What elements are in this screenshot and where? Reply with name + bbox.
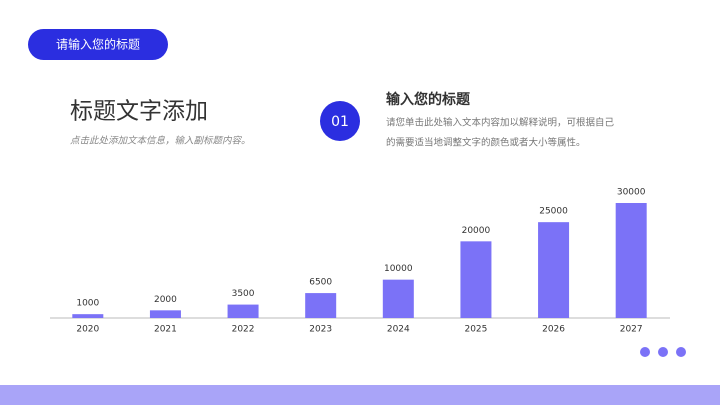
x-tick-label: 2027: [620, 325, 643, 335]
bar: [615, 203, 647, 318]
tag-text: 请输入您的标题: [56, 37, 140, 52]
body-line: 请您单击此处输入文本内容加以解释说明，可根据自己: [386, 117, 615, 129]
data-label: 2000: [154, 295, 177, 305]
subtitle: 点击此处添加文本信息，输入副标题内容。: [70, 135, 251, 147]
x-tick-label: 2022: [232, 325, 255, 335]
x-tick-label: 2023: [309, 325, 332, 335]
data-label: 1000: [76, 299, 99, 309]
x-tick-label: 2020: [76, 325, 99, 335]
bar: [460, 241, 492, 318]
bar: [227, 304, 259, 318]
x-tick-label: 2021: [154, 325, 177, 335]
x-tick-label: 2025: [464, 325, 487, 335]
title: 标题文字添加: [70, 99, 208, 125]
dot: [640, 347, 650, 357]
bar: [72, 314, 104, 318]
bar: [382, 279, 414, 318]
data-label: 6500: [309, 278, 332, 288]
bar: [305, 293, 337, 318]
dot: [676, 347, 686, 357]
x-tick-label: 2026: [542, 325, 565, 335]
body-line: 的需要适当地调整文字的颜色或者大小等属性。: [386, 137, 586, 149]
number: 01: [331, 114, 349, 130]
x-tick-label: 2024: [387, 325, 410, 335]
heading: 输入您的标题: [386, 91, 471, 108]
data-label: 30000: [617, 188, 646, 198]
bar: [538, 222, 570, 318]
dot: [658, 347, 668, 357]
bar: [149, 310, 181, 318]
data-label: 3500: [232, 289, 255, 299]
number-badge: [320, 101, 360, 141]
data-label: 10000: [384, 264, 413, 274]
bottom-band: [0, 385, 720, 405]
tag-pill: [28, 29, 168, 60]
data-label: 20000: [462, 226, 491, 236]
data-label: 25000: [539, 207, 568, 217]
